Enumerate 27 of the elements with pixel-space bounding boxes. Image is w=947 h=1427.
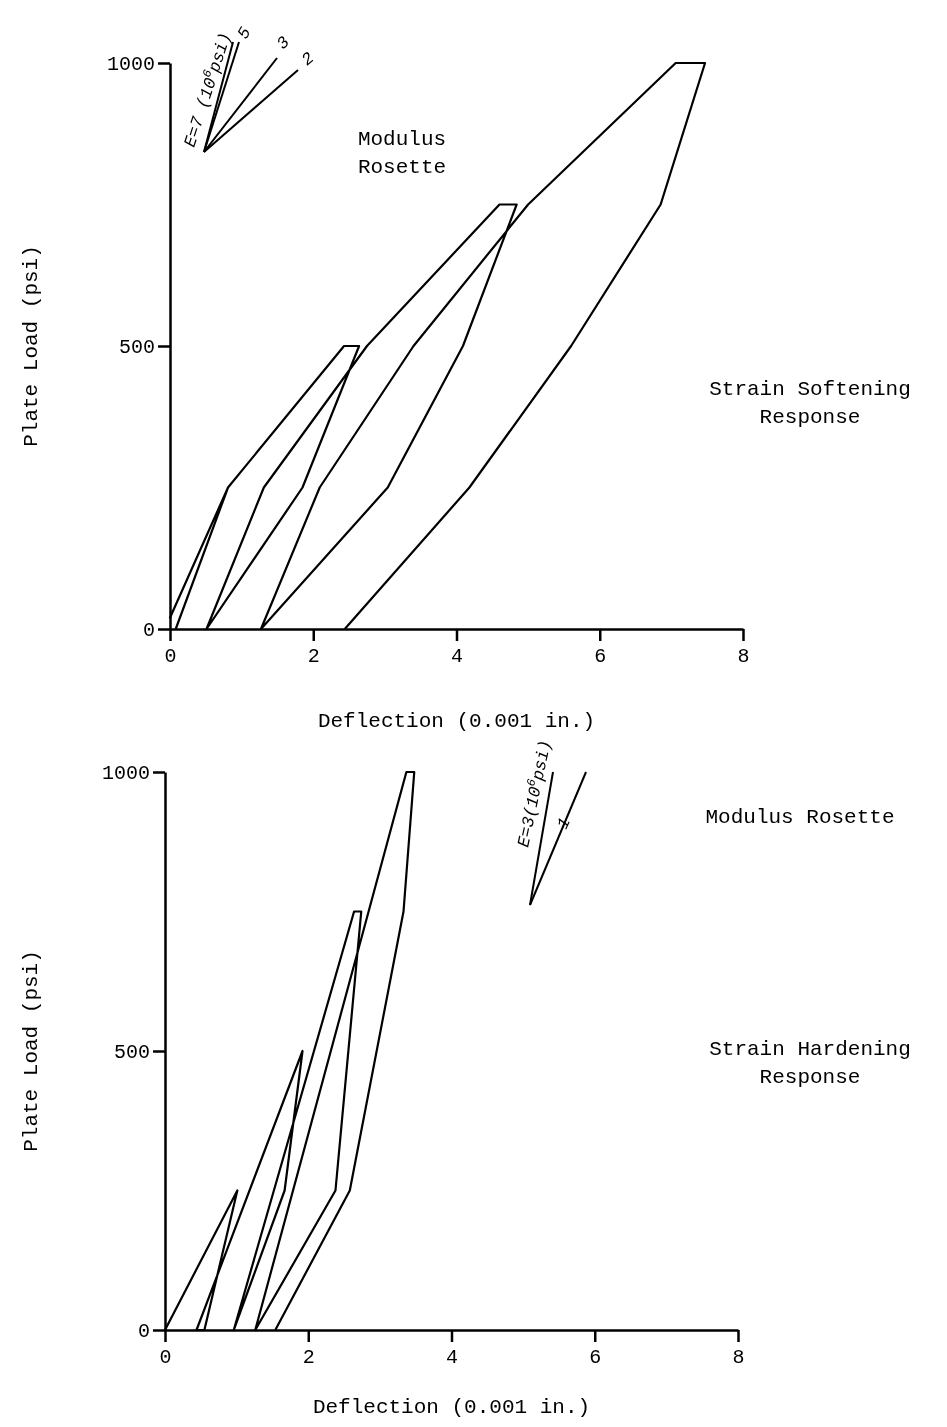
x-tick-label: 4	[450, 645, 464, 668]
text: 3	[273, 32, 294, 54]
x-axis-title: Deflection (0.001 in.)	[317, 710, 596, 733]
y-tick-label: 0	[142, 618, 155, 642]
x-tick-label: 0	[159, 1346, 172, 1369]
x-tick-label: 2	[302, 1346, 315, 1369]
text: 5	[233, 24, 256, 43]
y-axis-title: Plate Load (psi)	[19, 245, 43, 447]
y-tick-label: 1000	[106, 52, 155, 76]
x-axis-title: Deflection (0.001 in.)	[312, 1396, 591, 1419]
x-tick-label: 6	[589, 1346, 602, 1369]
annotation: Strain Hardening Response	[709, 1038, 911, 1090]
annotation: Modulus Rosette	[705, 806, 895, 829]
annotation: Modulus Rosette	[357, 128, 447, 180]
x-tick-label: 0	[164, 645, 177, 668]
x-tick-label: 6	[594, 645, 607, 668]
x-tick-label: 4	[445, 1346, 459, 1369]
annotation: 2	[298, 48, 319, 70]
y-tick-label: 500	[113, 1040, 150, 1064]
y-tick-label: 1000	[101, 761, 150, 785]
y-axis-title: Plate Load (psi)	[19, 950, 43, 1152]
annotation: Strain Softening Response	[709, 378, 911, 430]
x-tick-label: 8	[732, 1346, 745, 1369]
y-tick-label: 0	[137, 1319, 150, 1343]
x-tick-label: 2	[307, 645, 320, 668]
x-tick-label: 8	[737, 645, 750, 668]
y-tick-label: 500	[118, 335, 155, 359]
